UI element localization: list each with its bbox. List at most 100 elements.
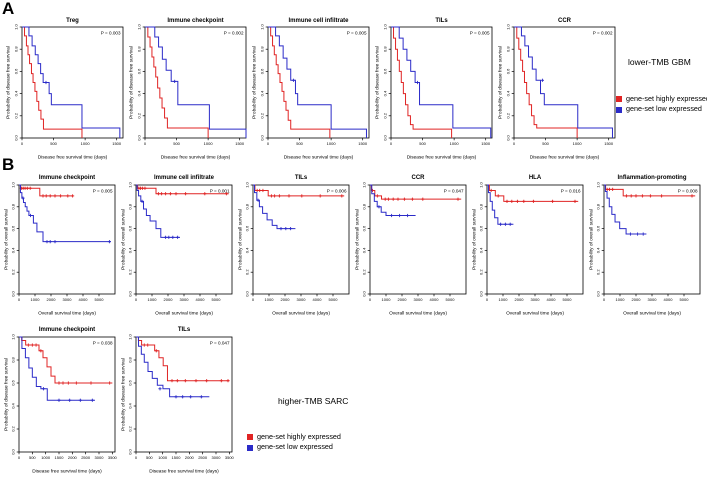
km-plot-a-ccr: 0 500 1000 1500 0.0 0.2 0.4 0.6 0.8 1.0 CCR P = 0.0… — [496, 2, 619, 162]
x-tick-label: 2500 — [81, 455, 91, 460]
censor-mark-icon — [184, 192, 188, 196]
censor-mark-icon — [640, 194, 644, 198]
survival-curve-high — [514, 26, 578, 138]
x-tick-label: 0 — [135, 455, 138, 460]
y-tick-label: 0.8 — [136, 46, 141, 52]
censor-mark-icon — [171, 235, 175, 239]
y-tick-label: 0.8 — [13, 46, 18, 52]
censor-mark-icon — [28, 186, 32, 190]
censor-mark-icon — [140, 199, 144, 203]
survival-curve-low — [268, 26, 367, 138]
x-tick-label: 0 — [18, 455, 21, 460]
y-tick-label: 1.0 — [10, 181, 15, 187]
panel-b-plot-row-2: 0 500 1000 1500 2000 2500 3000 3500 0.0 0.2 0.4 0.6… — [2, 318, 236, 476]
legend-item-high: gene-set highly expressed — [616, 94, 707, 104]
y-tick-label: 0.4 — [505, 90, 510, 96]
km-plot-b-hla: 0 1000 2000 3000 4000 5000 0.0 0.2 0.4 0.6 0.8 1.0 H… — [470, 166, 587, 318]
legend-item-low: gene-set low expressed — [616, 104, 707, 114]
x-tick-label: 0 — [390, 141, 393, 146]
censor-mark-icon — [44, 80, 48, 85]
censor-mark-icon — [183, 379, 187, 383]
km-plot-b-immune-checkpoint: 0 1000 2000 3000 4000 5000 0.0 0.2 0.4 0.6 0.8 1.0 I… — [2, 166, 119, 318]
plot-title: TILs — [178, 327, 191, 333]
y-tick-label: 0.2 — [595, 269, 600, 275]
x-tick-label: 3000 — [648, 297, 658, 302]
censor-mark-icon — [21, 196, 25, 200]
panel-b-plot-row-1: 0 1000 2000 3000 4000 5000 0.0 0.2 0.4 0.6 0.8 1.0 I… — [2, 166, 704, 318]
censor-mark-icon — [318, 194, 322, 198]
y-axis-label: Probability of overall survival — [238, 209, 244, 270]
censor-mark-icon — [383, 197, 387, 201]
panel-b-side-label: higher-TMB SARC — [278, 396, 349, 406]
x-tick-label: 4000 — [313, 297, 323, 302]
x-tick-label: 2000 — [185, 455, 195, 460]
legend-item-low: gene-set low expressed — [247, 442, 341, 452]
x-tick-label: 5000 — [680, 297, 690, 302]
censor-mark-icon — [164, 235, 168, 239]
y-tick-label: 0.6 — [10, 225, 15, 231]
y-tick-label: 0.8 — [127, 356, 132, 362]
km-plot-svg: 0 500 1000 1500 0.0 0.2 0.4 0.6 0.8 1.0 CCR P = 0.0… — [498, 18, 616, 161]
y-tick-label: 0.6 — [595, 225, 600, 231]
y-tick-label: 0.2 — [244, 269, 249, 275]
censor-mark-icon — [53, 194, 57, 198]
x-tick-label: 2000 — [281, 297, 291, 302]
x-tick-label: 1500 — [112, 141, 122, 146]
km-plot-svg: 0 500 1000 1500 0.0 0.2 0.4 0.6 0.8 1.0 TILs P = 0.… — [375, 18, 493, 161]
p-value-label: P = 0.001 — [210, 189, 230, 194]
y-tick-label: 0.4 — [127, 247, 132, 253]
survival-curve-low — [487, 184, 514, 225]
censor-mark-icon — [164, 192, 168, 196]
censor-mark-icon — [634, 194, 638, 198]
survival-curve-high — [145, 26, 209, 138]
censor-mark-icon — [57, 381, 61, 385]
survival-curve-low — [391, 26, 492, 138]
censor-mark-icon — [415, 80, 420, 85]
km-plot-a-immune-checkpoint: 0 500 1000 1500 0.0 0.2 0.4 0.6 0.8 1.0 Immune che… — [127, 2, 250, 162]
x-axis-label: Disease free survival time (days) — [407, 155, 477, 161]
censor-mark-icon — [629, 194, 633, 198]
survival-curve-high — [19, 184, 74, 197]
x-tick-label: 1000 — [265, 297, 275, 302]
plot-title: TILs — [295, 175, 308, 181]
censor-mark-icon — [66, 194, 70, 198]
y-tick-label: 0.4 — [259, 90, 264, 96]
km-plot-svg: 0 1000 2000 3000 4000 5000 0.0 0.2 0.4 0.6 0.8 1.0 C… — [355, 175, 467, 317]
plot-title: HLA — [529, 175, 542, 181]
censor-mark-icon — [199, 395, 203, 399]
plot-title: CCR — [412, 175, 426, 181]
x-tick-label: 3000 — [212, 455, 222, 460]
x-tick-label: 0 — [267, 141, 270, 146]
censor-mark-icon — [340, 194, 344, 198]
y-tick-label: 0.4 — [10, 247, 15, 253]
x-tick-label: 3000 — [63, 297, 73, 302]
x-tick-label: 3000 — [531, 297, 541, 302]
x-tick-label: 5000 — [446, 297, 456, 302]
x-axis-label: Disease free survival time (days) — [284, 155, 354, 161]
censor-mark-icon — [628, 232, 632, 236]
censor-mark-icon — [402, 197, 406, 201]
y-tick-label: 0.0 — [10, 290, 15, 296]
x-tick-label: 0 — [486, 297, 489, 302]
censor-mark-icon — [456, 197, 460, 201]
x-axis-label: Disease free survival time (days) — [149, 469, 219, 475]
y-tick-label: 0.6 — [13, 68, 18, 74]
panel-b-label: B — [2, 155, 15, 174]
legend-label-high: gene-set highly expressed — [257, 432, 341, 441]
y-tick-label: 0.8 — [244, 203, 249, 209]
y-tick-label: 1.0 — [361, 181, 366, 187]
censor-mark-icon — [203, 192, 207, 196]
x-tick-label: 1000 — [616, 297, 626, 302]
x-tick-label: 2500 — [198, 455, 208, 460]
x-tick-label: 1000 — [573, 141, 583, 146]
censor-mark-icon — [503, 222, 507, 226]
censor-mark-icon — [28, 213, 33, 218]
survival-curve-low — [136, 336, 210, 398]
censor-mark-icon — [273, 194, 277, 198]
y-tick-label: 0.2 — [361, 269, 366, 275]
censor-mark-icon — [68, 398, 72, 402]
censor-mark-icon — [173, 79, 177, 83]
y-tick-label: 0.6 — [382, 68, 387, 74]
x-axis-label: Disease free survival time (days) — [161, 155, 231, 161]
survival-curve-low — [604, 184, 647, 235]
